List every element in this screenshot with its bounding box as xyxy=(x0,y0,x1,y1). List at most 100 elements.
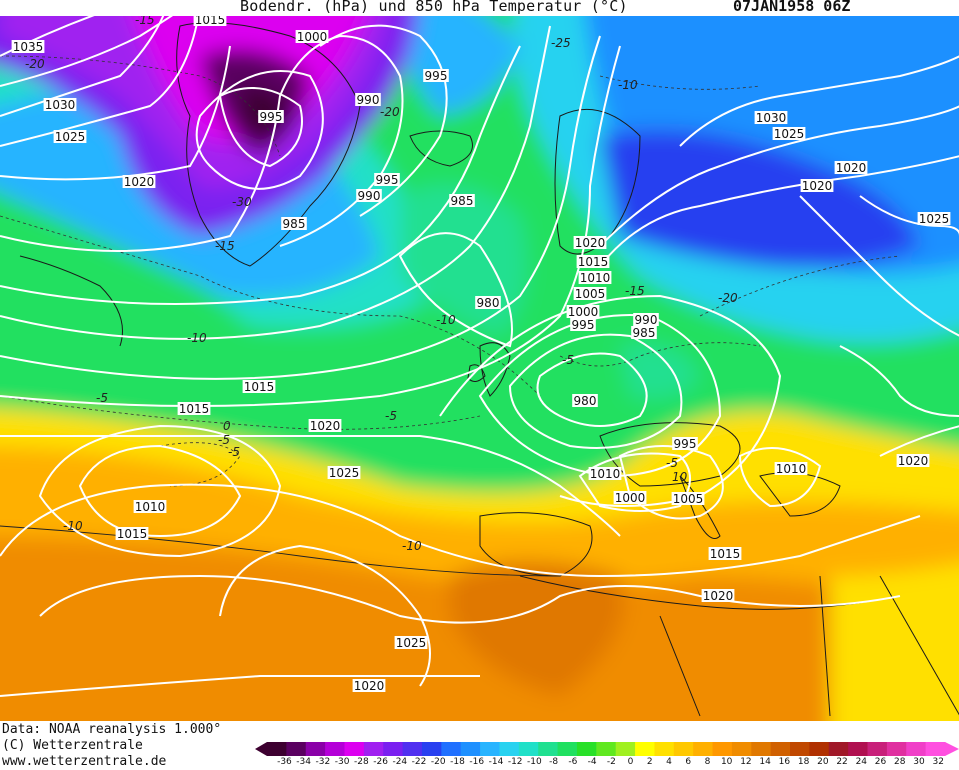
legend-swatch xyxy=(557,742,578,756)
svg-text:995: 995 xyxy=(376,173,399,187)
legend-max-arrow xyxy=(945,742,959,756)
legend-swatch xyxy=(325,742,345,756)
isobar-label: 1015 xyxy=(177,402,211,416)
legend-swatch xyxy=(267,742,287,756)
legend-swatch xyxy=(790,742,810,756)
svg-text:1010: 1010 xyxy=(135,500,166,514)
legend-tick-label: -2 xyxy=(606,757,616,767)
svg-text:1020: 1020 xyxy=(575,236,606,250)
isobar-label: 1010 xyxy=(588,467,622,481)
legend-swatch xyxy=(673,742,694,756)
svg-text:1030: 1030 xyxy=(756,111,787,125)
isobar-label: 1030 xyxy=(43,98,77,112)
svg-text:1020: 1020 xyxy=(836,161,867,175)
svg-text:1015: 1015 xyxy=(179,402,210,416)
isobar-label: 980 xyxy=(572,394,598,408)
svg-text:1020: 1020 xyxy=(310,419,341,433)
svg-text:1015: 1015 xyxy=(710,547,741,561)
temperature-label: -10 xyxy=(436,313,456,327)
legend-tick-label: 20 xyxy=(817,757,829,767)
credit-copyright: (C) Wetterzentrale xyxy=(2,738,143,753)
legend-swatch xyxy=(305,742,326,756)
legend-swatch xyxy=(596,742,617,756)
temperature-label: -15 xyxy=(135,16,155,27)
isobar-label: 1000 xyxy=(566,305,600,319)
legend-tick-label: -8 xyxy=(549,757,559,767)
legend-swatch xyxy=(867,742,888,756)
isobar-label: 985 xyxy=(449,194,475,208)
credit-url: www.wetterzentrale.de xyxy=(2,754,167,769)
svg-text:995: 995 xyxy=(572,318,595,332)
isobar-label: 1035 xyxy=(11,40,45,54)
svg-text:1035: 1035 xyxy=(13,40,44,54)
legend-tick-label: 4 xyxy=(666,757,672,767)
svg-text:1020: 1020 xyxy=(802,179,833,193)
isobar-label: 1025 xyxy=(917,212,951,226)
temperature-label: -5 xyxy=(562,353,574,367)
isobar-labels: 1015 1000 1035 995 1030 995 990 1025 1030 1025 102… xyxy=(11,16,951,693)
legend-tick-label: 2 xyxy=(646,757,653,767)
svg-text:985: 985 xyxy=(633,326,656,340)
svg-text:985: 985 xyxy=(283,217,306,231)
temperature-label: -5 xyxy=(666,456,678,470)
temperature-label: -5 xyxy=(385,409,397,423)
legend-tick-label: -16 xyxy=(469,757,485,767)
isobar-label: 995 xyxy=(570,318,596,332)
isobar-label: 985 xyxy=(631,326,657,340)
isobar-label: 1020 xyxy=(308,419,342,433)
legend-swatch xyxy=(344,742,365,756)
svg-text:1025: 1025 xyxy=(774,127,805,141)
legend-tick-label: 28 xyxy=(894,757,906,767)
legend-swatch xyxy=(906,742,927,756)
legend-swatch xyxy=(809,742,830,756)
legend-tick-label: -6 xyxy=(568,757,578,767)
svg-text:1020: 1020 xyxy=(124,175,155,189)
svg-text:1015: 1015 xyxy=(578,255,609,269)
isobar-label: 995 xyxy=(258,110,284,124)
isobar-label: 1010 xyxy=(774,462,808,476)
legend-swatch xyxy=(499,742,520,756)
legend-swatch xyxy=(635,742,655,756)
svg-text:990: 990 xyxy=(357,93,380,107)
svg-text:1020: 1020 xyxy=(354,679,385,693)
legend-tick-label: -22 xyxy=(411,757,427,767)
svg-text:1010: 1010 xyxy=(590,467,621,481)
isobar-label: 995 xyxy=(423,69,449,83)
isobar-label: 1025 xyxy=(394,636,428,650)
legend-tick-label: -14 xyxy=(488,757,504,767)
temperature-labels: -15-20-30-20-25-15-10-10-10-5-15 -20-5-5-… xyxy=(25,16,738,553)
legend-tick-label: 8 xyxy=(704,757,711,767)
isobar-label: 990 xyxy=(356,189,382,203)
isobar-label: 1020 xyxy=(122,175,156,189)
weather-map: 1015 1000 1035 995 1030 995 990 1025 1030 1025 102… xyxy=(0,16,959,721)
svg-text:1010: 1010 xyxy=(580,271,611,285)
isobar-label: 1015 xyxy=(242,380,276,394)
legend-tick-label: -4 xyxy=(587,757,597,767)
legend-swatch xyxy=(363,742,384,756)
legend-swatch xyxy=(421,742,442,756)
svg-text:1025: 1025 xyxy=(919,212,950,226)
legend-swatch xyxy=(480,742,500,756)
isobar-label: 1010 xyxy=(578,271,612,285)
legend-tick-label: 0 xyxy=(627,757,634,767)
isobar-label: 1030 xyxy=(754,111,788,125)
temperature-label: 10 xyxy=(672,470,688,484)
map-header: Bodendr. (hPa) und 850 hPa Temperatur (°… xyxy=(0,0,959,16)
svg-text:1005: 1005 xyxy=(673,492,704,506)
temperature-label: -10 xyxy=(402,539,422,553)
svg-text:1030: 1030 xyxy=(45,98,76,112)
isobars xyxy=(0,16,959,697)
legend-tick-label: -12 xyxy=(507,757,523,767)
temperature-label: -20 xyxy=(718,291,738,305)
legend-tick-label: 32 xyxy=(932,757,944,767)
legend-tick-label: -30 xyxy=(334,757,350,767)
svg-text:990: 990 xyxy=(635,313,658,327)
temperature-label: -20 xyxy=(25,57,45,71)
temperature-label: -10 xyxy=(187,331,207,345)
isobar-label: 1005 xyxy=(671,492,705,506)
svg-text:1020: 1020 xyxy=(703,589,734,603)
legend-tick-label: -26 xyxy=(373,757,388,767)
svg-text:1025: 1025 xyxy=(55,130,86,144)
isobar-label: 1025 xyxy=(327,466,361,480)
svg-text:1000: 1000 xyxy=(297,30,328,44)
